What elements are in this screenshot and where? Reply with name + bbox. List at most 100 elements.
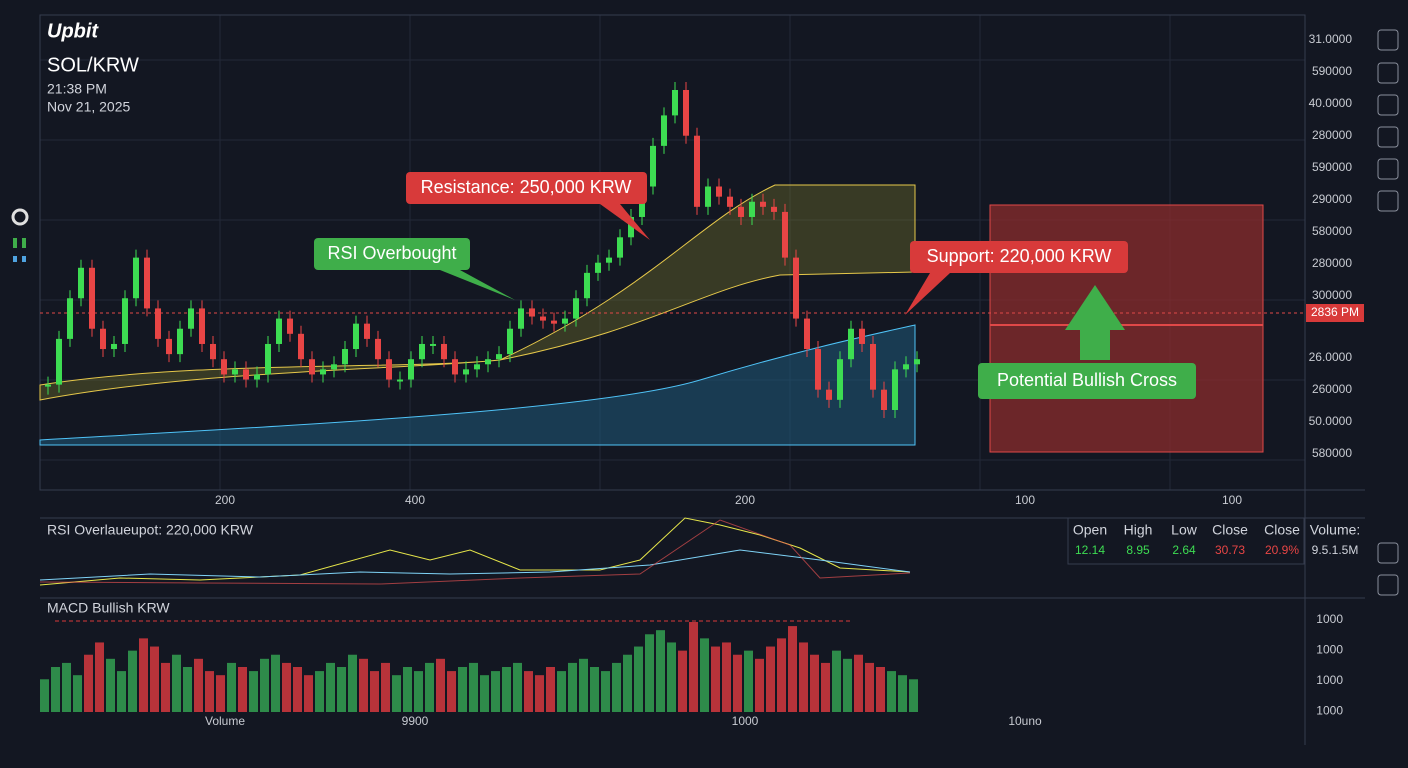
volume-bar	[766, 646, 775, 712]
candle	[584, 272, 590, 299]
time-axis-label: 200	[735, 493, 755, 507]
candle	[848, 328, 854, 360]
candle	[551, 320, 557, 324]
macd-title: MACD Bullish KRW	[47, 600, 170, 616]
volume-bar	[865, 662, 874, 712]
volume-bar	[392, 675, 401, 712]
volume-bar	[447, 671, 456, 712]
candle	[188, 308, 194, 329]
volume-bar	[40, 679, 49, 712]
candle	[804, 318, 810, 350]
volume-bar	[887, 671, 896, 712]
volume-bar	[161, 662, 170, 712]
volume-bar	[403, 667, 412, 712]
volume-bar	[491, 671, 500, 712]
time-axis-label: 100	[1015, 493, 1035, 507]
volume-bar	[744, 650, 753, 712]
candle	[199, 308, 205, 344]
volume-bar	[678, 650, 687, 712]
rsi-ma	[39, 519, 911, 585]
time: 21:38 PM	[47, 81, 107, 97]
candle	[221, 359, 227, 375]
candle	[254, 374, 260, 380]
candle	[782, 211, 788, 258]
macd-axis-label: 1000	[1316, 643, 1343, 657]
volume-bar	[843, 658, 852, 712]
support-label: Support: 220,000 KRW	[927, 246, 1112, 266]
candle	[595, 262, 601, 273]
stats-header: High	[1124, 522, 1153, 538]
volume-bar	[469, 662, 478, 712]
price-axis-label: 50.0000	[1309, 414, 1353, 428]
candle	[342, 349, 348, 365]
volume-bar	[711, 646, 720, 712]
price-axis-label: 280000	[1312, 128, 1352, 142]
candle	[892, 369, 898, 410]
candle	[870, 343, 876, 390]
volume-bar	[601, 671, 610, 712]
volume-bar	[821, 662, 830, 712]
price-axis-label: 290000	[1312, 192, 1352, 206]
volume-bar	[51, 667, 60, 712]
volume-bar	[645, 634, 654, 712]
price-axis-label: 590000	[1312, 160, 1352, 174]
volume-bar	[590, 667, 599, 712]
macd-axis-label: 1000	[1316, 704, 1343, 718]
candle	[298, 333, 304, 360]
volume-bar	[326, 662, 335, 712]
volume-bar	[623, 654, 632, 712]
price-axis-label: 300000	[1312, 288, 1352, 302]
volume-bar	[788, 626, 797, 712]
candle	[485, 359, 491, 365]
volume-bar	[854, 654, 863, 712]
stats-value: 12.14	[1075, 543, 1105, 557]
stats-header: Low	[1171, 522, 1198, 538]
candle	[738, 206, 744, 217]
candle	[408, 359, 414, 380]
volume-bar	[898, 675, 907, 712]
candle	[45, 384, 51, 387]
candle	[683, 90, 689, 136]
candle	[89, 267, 95, 329]
volume-bar	[348, 654, 357, 712]
candle	[265, 343, 271, 375]
candle	[155, 308, 161, 339]
volume-bar	[656, 630, 665, 712]
volume-bar	[876, 667, 885, 712]
candle	[507, 328, 513, 355]
stats-value: 9.5.1.5M	[1312, 543, 1359, 557]
volume-bar	[216, 675, 225, 712]
candle	[826, 389, 832, 400]
rsi-overbought-label: RSI Overbought	[327, 243, 456, 263]
candle	[815, 349, 821, 390]
volume-bar	[381, 662, 390, 712]
candle	[276, 318, 282, 344]
volume-bar	[524, 671, 533, 712]
volume-bar	[909, 679, 918, 712]
rsi-signal	[39, 549, 911, 581]
price-axis-label: 260000	[1312, 382, 1352, 396]
macd-x-label: 9900	[402, 714, 429, 728]
volume-bar	[304, 675, 313, 712]
candle	[716, 186, 722, 197]
candle	[177, 328, 183, 355]
volume-bar	[546, 667, 555, 712]
candle	[166, 338, 172, 355]
volume-bar	[799, 642, 808, 712]
candle	[364, 323, 370, 339]
candle	[331, 364, 337, 370]
volume-bar	[315, 671, 324, 712]
time-axis-label: 400	[405, 493, 425, 507]
volume-bar	[359, 658, 368, 712]
candle	[56, 338, 62, 385]
time-axis-label: 200	[215, 493, 235, 507]
volume-bar	[194, 658, 203, 712]
candle	[705, 186, 711, 207]
volume-bar	[172, 654, 181, 712]
volume-bar	[293, 667, 302, 712]
candle	[210, 343, 216, 360]
candle	[881, 389, 887, 410]
toolbar[interactable]	[1377, 29, 1399, 596]
candle	[111, 343, 117, 350]
exchange: Upbit	[47, 20, 99, 42]
